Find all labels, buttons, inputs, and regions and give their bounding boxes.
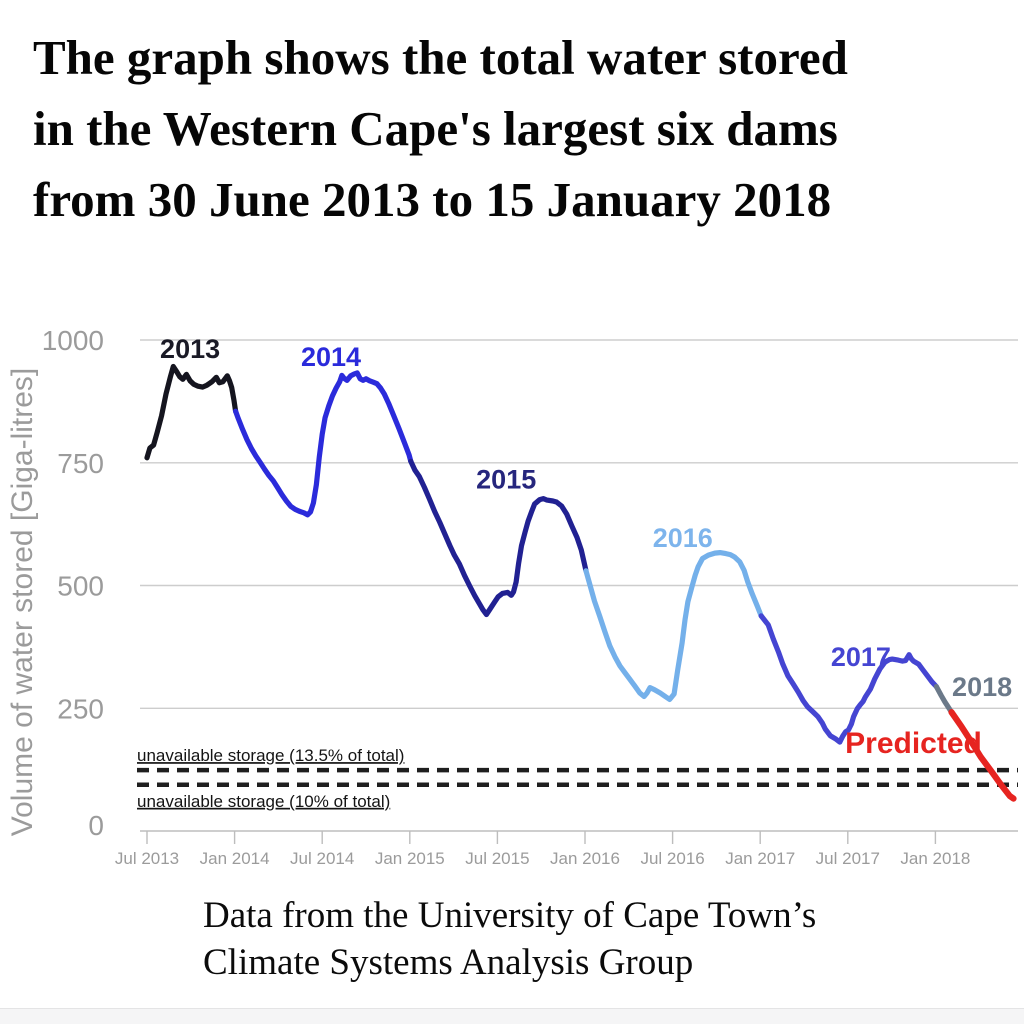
x-tick-label-Jan-2015: Jan 2015: [375, 849, 445, 868]
data-source-caption: Data from the University of Cape Town’s …: [203, 895, 817, 984]
x-tick-label-Jul-2017: Jul 2017: [816, 849, 880, 868]
x-tick-label-Jan-2017: Jan 2017: [725, 849, 795, 868]
series-2016: [583, 549, 764, 703]
annotation-2015: 2015: [476, 464, 536, 494]
y-axis-title: Volume of water stored [Giga-litres]: [6, 368, 39, 837]
threshold-label-124: unavailable storage (13.5% of total): [137, 746, 404, 765]
annotation-2016: 2016: [653, 523, 713, 553]
series-2013: [144, 363, 239, 461]
x-tick-label-Jan-2016: Jan 2016: [550, 849, 620, 868]
x-tick-label-Jan-2018: Jan 2018: [900, 849, 970, 868]
y-tick-label-250: 250: [57, 693, 104, 724]
page-title: The graph shows the total water stored i…: [33, 30, 848, 228]
bottom-band: [0, 1008, 1024, 1024]
annotation-2014: 2014: [301, 342, 361, 372]
series-predicted: [948, 709, 1017, 802]
threshold-label-94: unavailable storage (10% of total): [137, 792, 390, 811]
series-2014: [233, 370, 414, 518]
annotation-2013: 2013: [160, 334, 220, 364]
annotation-2017: 2017: [831, 642, 891, 672]
y-tick-label-750: 750: [57, 448, 104, 479]
x-tick-label-Jul-2015: Jul 2015: [465, 849, 529, 868]
y-tick-label-500: 500: [57, 571, 104, 602]
x-tick-label-Jul-2016: Jul 2016: [640, 849, 704, 868]
y-tick-label-0: 0: [88, 810, 104, 841]
annotation-2018: 2018: [952, 672, 1012, 702]
annotation-predicted: Predicted: [845, 727, 982, 760]
x-tick-label-Jan-2014: Jan 2014: [200, 849, 270, 868]
y-tick-label-1000: 1000: [42, 325, 104, 356]
x-tick-label-Jul-2013: Jul 2013: [115, 849, 179, 868]
series-2015: [408, 458, 589, 618]
x-tick-label-Jul-2014: Jul 2014: [290, 849, 354, 868]
series-2017: [758, 613, 940, 745]
